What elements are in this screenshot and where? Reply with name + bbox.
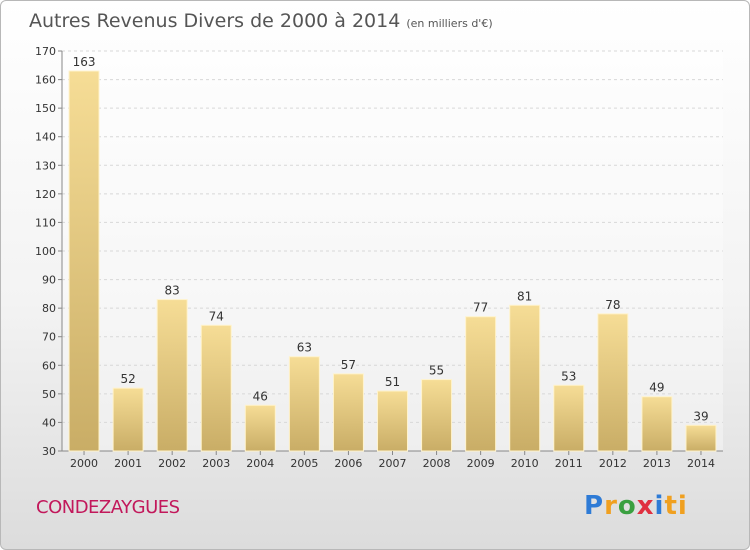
y-tick-label: 40 [42, 416, 56, 429]
data-label: 77 [473, 301, 488, 315]
x-tick-label: 2010 [511, 457, 539, 470]
logo-letter: P [584, 491, 605, 521]
data-label: 163 [73, 55, 96, 69]
bar [685, 424, 717, 452]
y-tick-label: 130 [35, 159, 56, 172]
proxiti-logo: Proxiti [584, 491, 688, 521]
chart-title-text: Autres Revenus Divers de 2000 à 2014 [29, 10, 401, 32]
y-tick-label: 120 [35, 188, 56, 201]
x-tick-label: 2007 [379, 457, 407, 470]
data-label: 49 [649, 381, 664, 395]
data-label: 46 [253, 389, 268, 403]
y-tick-label: 70 [42, 331, 56, 344]
y-tick-label: 80 [42, 302, 56, 315]
x-tick-label: 2013 [643, 457, 671, 470]
y-tick-label: 110 [35, 216, 56, 229]
x-tick-label: 2003 [202, 457, 230, 470]
x-tick-label: 2011 [555, 457, 583, 470]
y-tick-label: 30 [42, 445, 56, 458]
bar [244, 404, 276, 452]
x-tick-label: 2009 [467, 457, 495, 470]
bar [641, 396, 673, 452]
bar [553, 384, 585, 452]
bar [156, 299, 188, 452]
bar [421, 379, 453, 452]
x-tick-label: 2006 [334, 457, 362, 470]
data-label: 57 [341, 358, 356, 372]
y-tick-label: 170 [35, 45, 56, 58]
x-tick-label: 2008 [423, 457, 451, 470]
chart-title: Autres Revenus Divers de 2000 à 2014 (en … [29, 10, 493, 32]
y-tick-label: 140 [35, 131, 56, 144]
logo-letter: ti [664, 491, 688, 521]
y-tick-label: 60 [42, 359, 56, 372]
x-tick-label: 2005 [290, 457, 318, 470]
logo-letter: o [617, 491, 637, 521]
data-label: 81 [517, 289, 532, 303]
data-label: 39 [693, 409, 708, 423]
y-tick-label: 90 [42, 274, 56, 287]
bar [288, 356, 320, 452]
y-tick-label: 100 [35, 245, 56, 258]
logo-letter: i [654, 491, 665, 521]
bar [597, 313, 629, 452]
x-tick-label: 2002 [158, 457, 186, 470]
data-label: 55 [429, 364, 444, 378]
x-tick-label: 2000 [70, 457, 98, 470]
data-label: 51 [385, 375, 400, 389]
logo-letter: x [636, 491, 655, 521]
y-tick-label: 160 [35, 74, 56, 87]
data-label: 74 [209, 309, 224, 323]
data-label: 83 [165, 284, 180, 298]
logo-letter: r [604, 491, 618, 521]
x-tick-label: 2001 [114, 457, 142, 470]
bar [112, 387, 144, 452]
x-tick-label: 2004 [246, 457, 274, 470]
y-tick-label: 150 [35, 102, 56, 115]
data-label: 63 [297, 341, 312, 355]
data-label: 53 [561, 369, 576, 383]
chart-unit: (en milliers d'€) [406, 17, 493, 30]
bar [377, 390, 408, 452]
bar [465, 316, 497, 452]
bar [332, 373, 364, 452]
data-label: 78 [605, 298, 620, 312]
bar [68, 70, 100, 452]
bar [200, 324, 232, 452]
bar [509, 304, 541, 452]
x-tick-label: 2012 [599, 457, 627, 470]
data-label: 52 [120, 372, 135, 386]
y-tick-label: 50 [42, 388, 56, 401]
x-tick-label: 2014 [687, 457, 715, 470]
city-name: CONDEZAYGUES [36, 497, 180, 518]
